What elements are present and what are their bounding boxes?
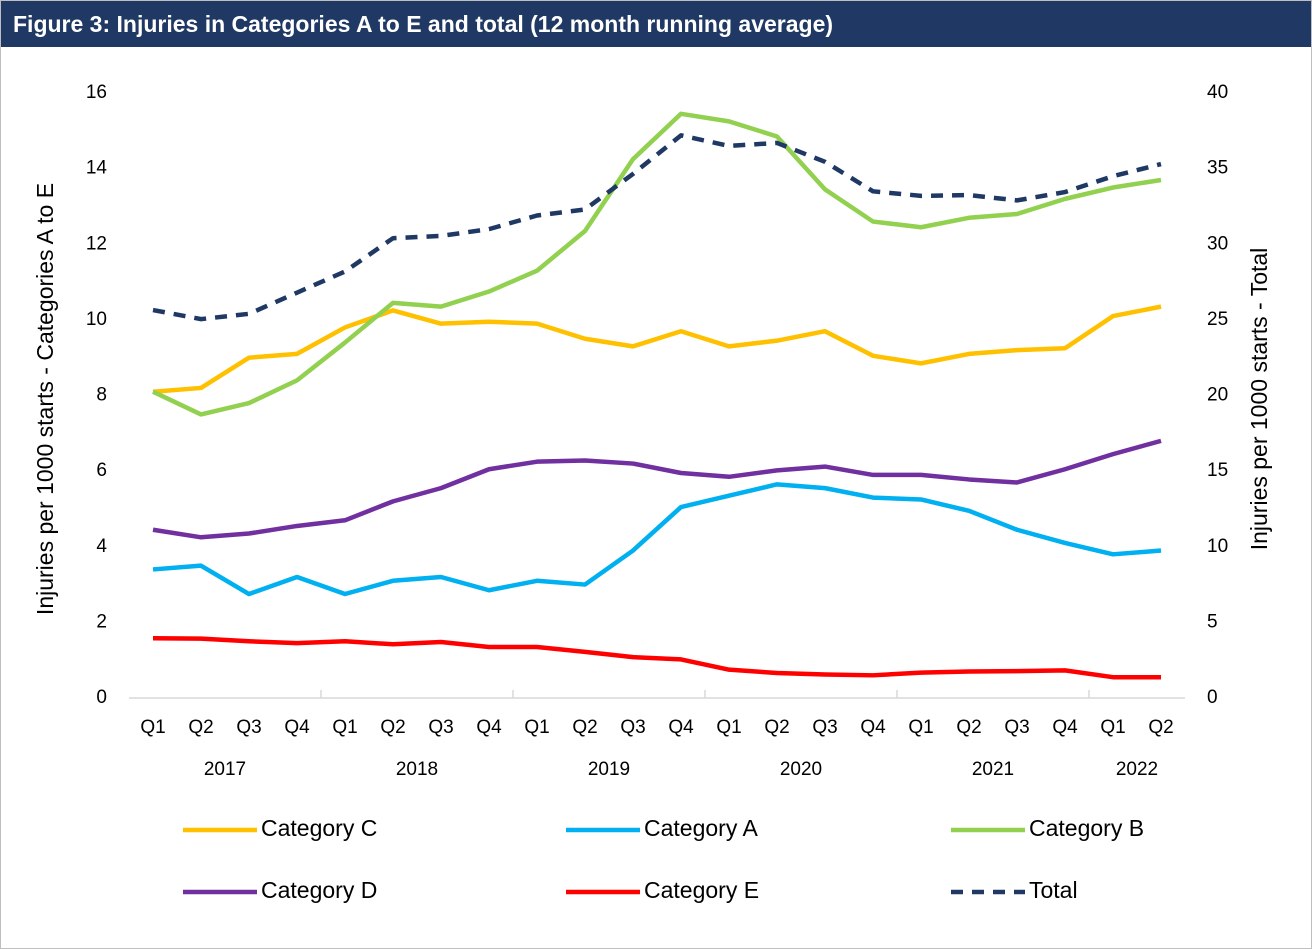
y-tick-label: 6 bbox=[96, 460, 107, 481]
x-tick-label: Q2 bbox=[764, 717, 789, 738]
y2-tick-label: 5 bbox=[1207, 611, 1218, 632]
legend-label: Category A bbox=[644, 815, 758, 841]
x-tick-label: Q4 bbox=[668, 717, 694, 738]
x-tick-label: Q1 bbox=[1100, 717, 1125, 738]
legend-label: Category E bbox=[644, 877, 759, 903]
x-tick-label: Q2 bbox=[380, 717, 405, 738]
x-tick-label: Q1 bbox=[716, 717, 741, 738]
y2-tick-label: 10 bbox=[1207, 536, 1228, 557]
legend-label: Total bbox=[1029, 877, 1078, 903]
x-tick-label: Q1 bbox=[332, 717, 357, 738]
x-tick-label: Q2 bbox=[1148, 717, 1173, 738]
y-tick-label: 0 bbox=[96, 687, 107, 708]
legend-label: Category C bbox=[261, 815, 377, 841]
y-axis-label: Injuries per 1000 starts - Categories A … bbox=[32, 183, 58, 615]
series-line bbox=[152, 133, 1162, 322]
x-tick-label: Q3 bbox=[428, 717, 453, 738]
x-tick-label: Q2 bbox=[572, 717, 597, 738]
x-tick-label: Q2 bbox=[956, 717, 981, 738]
x-group-label: 2018 bbox=[396, 759, 438, 780]
y-tick-label: 8 bbox=[96, 385, 107, 406]
series-line bbox=[152, 482, 1162, 597]
x-group-label: 2017 bbox=[204, 759, 246, 780]
y2-tick-label: 25 bbox=[1207, 309, 1228, 330]
legend-label: Category B bbox=[1029, 815, 1144, 841]
x-group-label: 2020 bbox=[780, 759, 822, 780]
x-tick-label: Q2 bbox=[188, 717, 213, 738]
y2-tick-label: 0 bbox=[1207, 687, 1218, 708]
y-tick-label: 2 bbox=[96, 611, 107, 632]
chart-title: Figure 3: Injuries in Categories A to E … bbox=[1, 1, 1311, 47]
x-tick-label: Q4 bbox=[284, 717, 310, 738]
y-tick-label: 12 bbox=[86, 233, 107, 254]
y2-axis-label: Injuries per 1000 starts - Total bbox=[1246, 248, 1272, 551]
y-tick-label: 14 bbox=[86, 158, 108, 179]
x-tick-label: Q1 bbox=[140, 717, 165, 738]
x-tick-label: Q3 bbox=[236, 717, 261, 738]
y2-tick-label: 20 bbox=[1207, 385, 1228, 406]
chart: Injuries per 1000 starts - Categories A … bbox=[32, 82, 1272, 903]
y-tick-label: 16 bbox=[86, 82, 107, 103]
y2-tick-label: 40 bbox=[1207, 82, 1228, 103]
x-group-label: 2021 bbox=[972, 759, 1014, 780]
x-tick-label: Q3 bbox=[620, 717, 645, 738]
series-line bbox=[152, 304, 1162, 394]
x-tick-label: Q4 bbox=[476, 717, 502, 738]
x-group-label: 2022 bbox=[1116, 759, 1158, 780]
x-tick-label: Q3 bbox=[812, 717, 837, 738]
legend-label: Category D bbox=[261, 877, 377, 903]
series-line bbox=[152, 438, 1162, 540]
series-line bbox=[152, 636, 1161, 680]
y2-tick-label: 30 bbox=[1207, 233, 1228, 254]
x-tick-label: Q3 bbox=[1004, 717, 1029, 738]
series-line bbox=[152, 111, 1162, 417]
x-tick-label: Q1 bbox=[908, 717, 933, 738]
y2-tick-label: 35 bbox=[1207, 158, 1228, 179]
x-group-label: 2019 bbox=[588, 759, 630, 780]
y2-tick-label: 15 bbox=[1207, 460, 1228, 481]
y-tick-label: 4 bbox=[96, 536, 107, 557]
x-tick-label: Q1 bbox=[524, 717, 549, 738]
y-tick-label: 10 bbox=[86, 309, 107, 330]
x-tick-label: Q4 bbox=[860, 717, 886, 738]
x-tick-label: Q4 bbox=[1052, 717, 1078, 738]
